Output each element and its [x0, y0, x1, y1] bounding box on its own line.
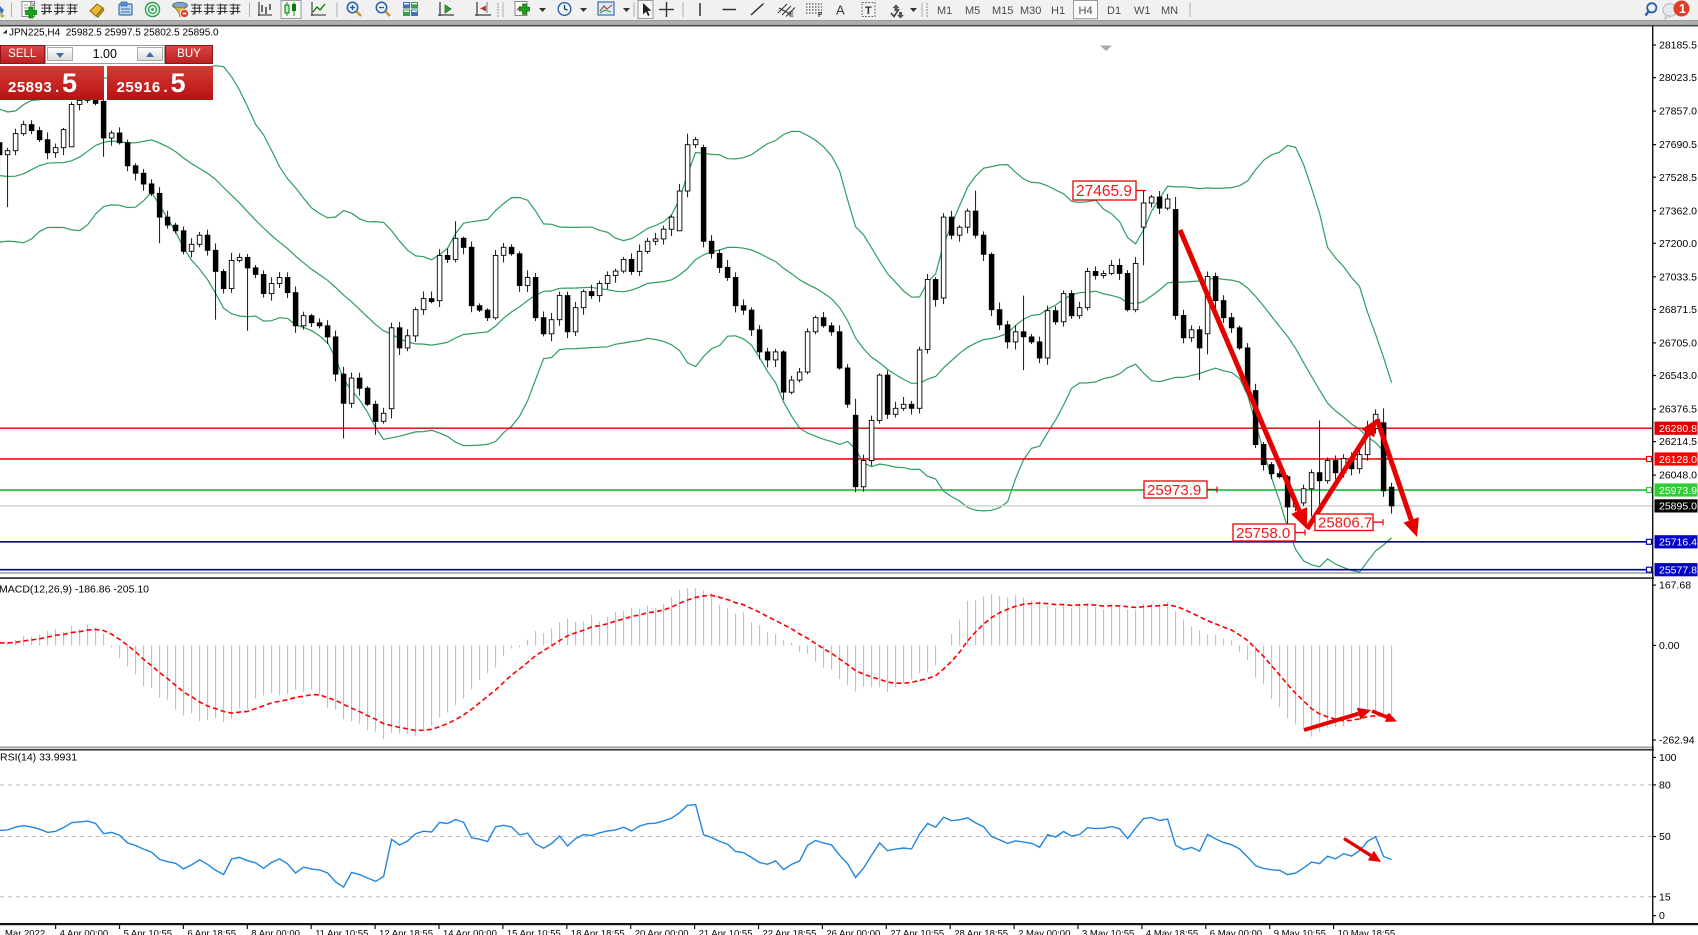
- svg-text:0: 0: [1659, 910, 1665, 922]
- svg-text:25758.0: 25758.0: [1236, 525, 1290, 542]
- svg-text:20 Apr 00:00: 20 Apr 00:00: [635, 929, 689, 935]
- svg-text:Mar 2022: Mar 2022: [5, 929, 45, 935]
- svg-text:26280.8: 26280.8: [1659, 423, 1697, 435]
- svg-text:1: 1: [1679, 2, 1686, 16]
- svg-text:E: E: [789, 12, 794, 19]
- svg-text:27857.0: 27857.0: [1659, 106, 1697, 118]
- svg-text:14 Apr 00:00: 14 Apr 00:00: [443, 929, 497, 935]
- svg-text:25577.8: 25577.8: [1659, 565, 1697, 577]
- svg-text:28 Apr 18:55: 28 Apr 18:55: [954, 929, 1008, 935]
- svg-text:RSI(14) 33.9931: RSI(14) 33.9931: [0, 752, 77, 764]
- svg-text:27362.0: 27362.0: [1659, 205, 1697, 217]
- svg-text:JPN225,H4 25982.5 25997.5 258: JPN225,H4 25982.5 25997.5 25802.5 25895.…: [9, 28, 219, 39]
- svg-text:22 Apr 18:55: 22 Apr 18:55: [763, 929, 817, 935]
- svg-text:25895.0: 25895.0: [1659, 501, 1697, 513]
- svg-text:26 Apr 00:00: 26 Apr 00:00: [826, 929, 880, 935]
- svg-text:27528.5: 27528.5: [1659, 172, 1697, 184]
- svg-text:15 Apr 10:55: 15 Apr 10:55: [507, 929, 561, 935]
- svg-text:26871.5: 26871.5: [1659, 304, 1697, 316]
- svg-text:D1: D1: [1107, 5, 1121, 17]
- svg-text:26128.0: 26128.0: [1659, 454, 1697, 466]
- svg-text:8 Apr 00:00: 8 Apr 00:00: [251, 929, 300, 935]
- svg-text:27690.5: 27690.5: [1659, 139, 1697, 151]
- svg-text:6 Apr 18:55: 6 Apr 18:55: [187, 929, 236, 935]
- svg-text:9 May 10:55: 9 May 10:55: [1274, 929, 1326, 935]
- svg-text:25806.7: 25806.7: [1318, 515, 1372, 532]
- svg-text:4 May 18:55: 4 May 18:55: [1146, 929, 1198, 935]
- svg-text:25973.9: 25973.9: [1659, 485, 1697, 497]
- svg-text:50: 50: [1659, 831, 1671, 843]
- svg-text:26214.5: 26214.5: [1659, 436, 1697, 448]
- svg-text:MACD(12,26,9) -186.86 -205.10: MACD(12,26,9) -186.86 -205.10: [0, 584, 149, 596]
- svg-text:25973.9: 25973.9: [1147, 482, 1201, 499]
- svg-text:12 Apr 18:55: 12 Apr 18:55: [379, 929, 433, 935]
- svg-text:167.68: 167.68: [1659, 580, 1691, 592]
- svg-text:4 Apr 00:00: 4 Apr 00:00: [60, 929, 109, 935]
- svg-text:0.00: 0.00: [1659, 640, 1680, 652]
- svg-text:10 May 18:55: 10 May 18:55: [1338, 929, 1396, 935]
- svg-text:5 Apr 10:55: 5 Apr 10:55: [124, 929, 173, 935]
- svg-text:80: 80: [1659, 780, 1671, 792]
- svg-text:26376.5: 26376.5: [1659, 404, 1697, 416]
- svg-text:-262.94: -262.94: [1659, 735, 1695, 747]
- svg-text:27033.5: 27033.5: [1659, 271, 1697, 283]
- svg-text:T: T: [865, 5, 872, 17]
- svg-text:11 Apr 10:55: 11 Apr 10:55: [315, 929, 368, 935]
- svg-text:M1: M1: [937, 5, 952, 17]
- svg-text:M5: M5: [965, 5, 980, 17]
- svg-text:H1: H1: [1051, 5, 1065, 17]
- svg-text:M30: M30: [1020, 5, 1041, 17]
- svg-text:28023.5: 28023.5: [1659, 72, 1697, 84]
- svg-text:27465.9: 27465.9: [1076, 183, 1132, 200]
- svg-text:2 May 00:00: 2 May 00:00: [1018, 929, 1070, 935]
- svg-text:27200.0: 27200.0: [1659, 238, 1697, 250]
- svg-text:26048.0: 26048.0: [1659, 470, 1697, 482]
- svg-text:21 Apr 10:55: 21 Apr 10:55: [699, 929, 753, 935]
- svg-text:27 Apr 10:55: 27 Apr 10:55: [890, 929, 944, 935]
- svg-text:6 May 00:00: 6 May 00:00: [1210, 929, 1262, 935]
- svg-text:28185.5: 28185.5: [1659, 40, 1697, 52]
- svg-text:100: 100: [1659, 752, 1677, 764]
- svg-text:18 Apr 18:55: 18 Apr 18:55: [571, 929, 625, 935]
- svg-text:15: 15: [1659, 891, 1671, 903]
- svg-text:26543.0: 26543.0: [1659, 370, 1697, 382]
- svg-text:MN: MN: [1161, 5, 1178, 17]
- svg-text:A: A: [836, 3, 845, 18]
- svg-text:25716.4: 25716.4: [1659, 537, 1697, 549]
- svg-text:H4: H4: [1079, 5, 1093, 17]
- svg-text:W1: W1: [1134, 5, 1151, 17]
- svg-text:F: F: [818, 12, 823, 19]
- svg-text:M15: M15: [992, 5, 1013, 17]
- svg-text:3 May 10:55: 3 May 10:55: [1082, 929, 1134, 935]
- svg-text:26705.0: 26705.0: [1659, 338, 1697, 350]
